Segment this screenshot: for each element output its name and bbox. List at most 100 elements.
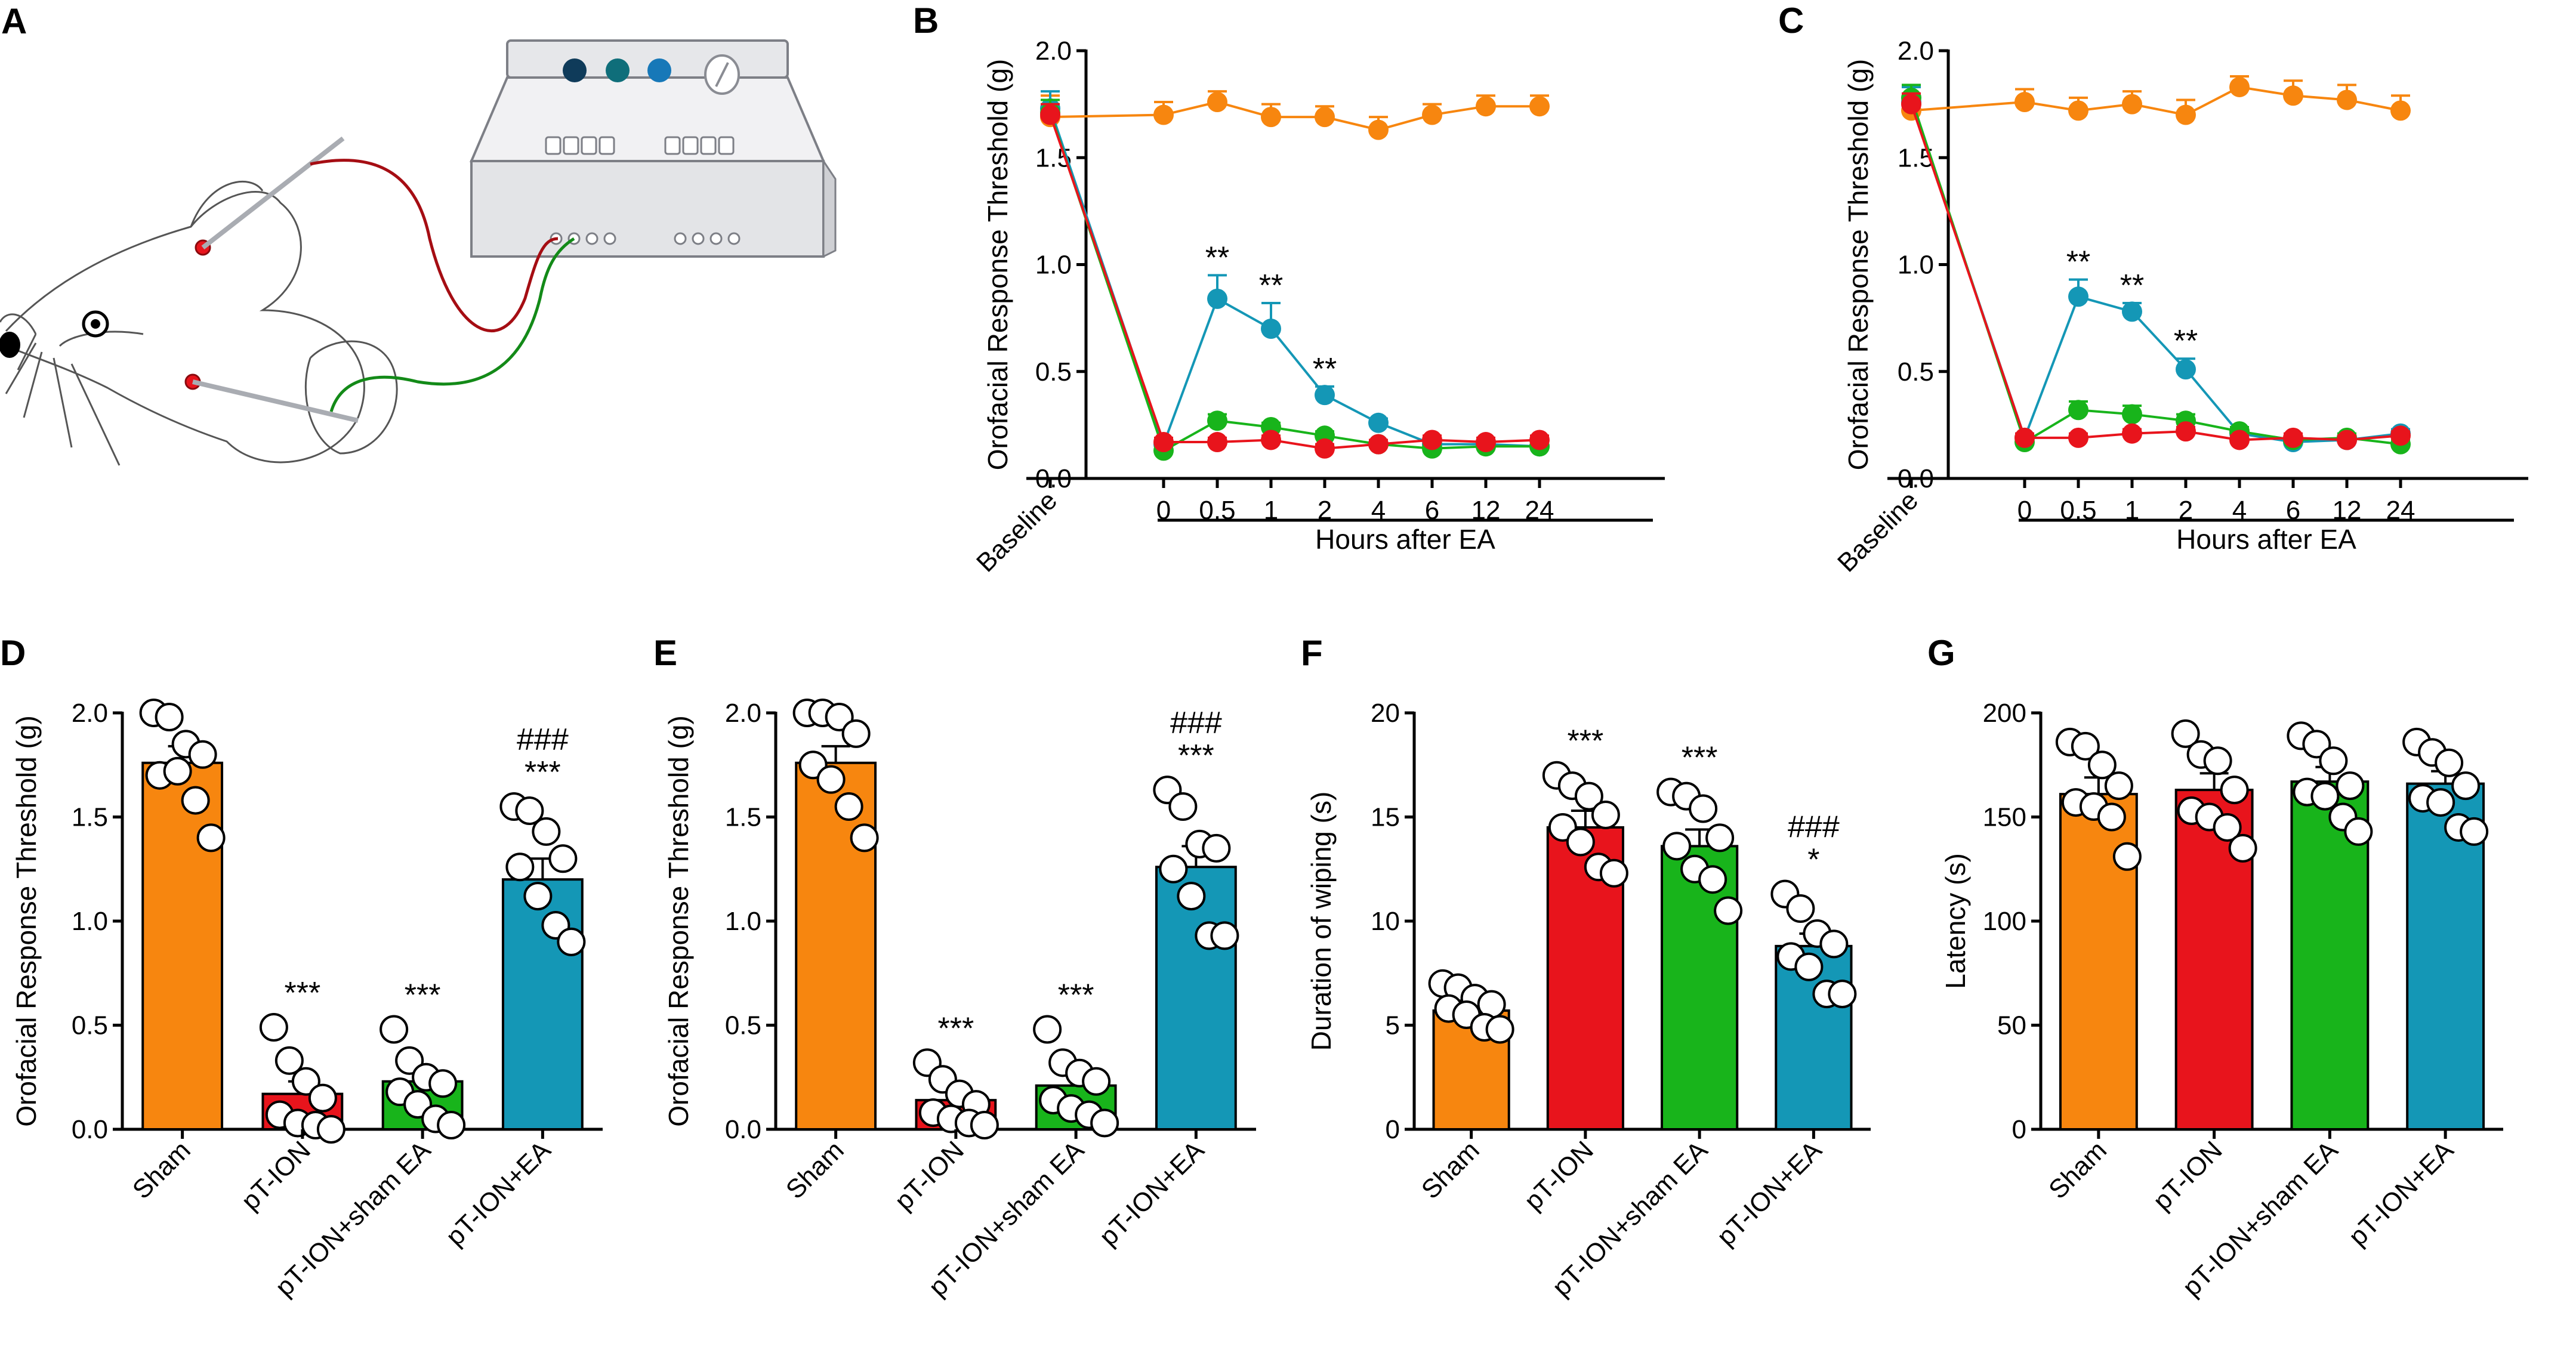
panel-d: D 0.0 0.5 1.0 1.5 2.0 Orofacial Response Thres… <box>0 633 603 1302</box>
y-tick-label: 0.5 <box>72 1011 108 1040</box>
individual-point <box>523 882 553 911</box>
x-tick-label: Sham <box>127 1135 196 1204</box>
y-axis-title: Orofacial Response Threshold (g) <box>11 715 42 1126</box>
panel-g: G 0 50 100 150 200 Latency (s) Sham pT-ION pT-ION… <box>1927 633 2503 1302</box>
y-tick-label: 5 <box>1386 1011 1400 1040</box>
individual-point <box>1599 858 1628 888</box>
x-tick-label: pT-ION <box>236 1135 316 1216</box>
data-point-green <box>2122 404 2142 425</box>
individual-point <box>2228 833 2257 863</box>
bar-teal <box>501 878 584 1130</box>
individual-point <box>834 792 863 821</box>
x-tick-label: Sham <box>780 1135 850 1204</box>
individual-point <box>2220 776 2249 805</box>
individual-point <box>1033 1015 1062 1044</box>
panel-e: E 0.0 0.5 1.0 1.5 2.0 Orofacial Response Thres… <box>653 633 1256 1302</box>
panel-letter-d: D <box>0 633 26 673</box>
individual-point <box>2319 746 2348 776</box>
x-tick-label: pT-ION <box>2148 1135 2228 1216</box>
data-point-teal <box>1207 288 1227 309</box>
data-point-red <box>1422 430 1442 450</box>
individual-point <box>850 823 879 852</box>
data-point-red <box>2068 427 2088 448</box>
significance-mark: ** <box>1313 352 1337 387</box>
individual-point <box>841 719 871 748</box>
significance-mark: ** <box>2120 268 2144 303</box>
data-point-orange <box>1261 107 1281 128</box>
individual-point <box>428 1069 458 1098</box>
individual-point <box>2213 813 2242 842</box>
individual-point <box>548 844 578 873</box>
series-line-red <box>1910 103 2401 441</box>
series-line-teal <box>1049 108 1540 448</box>
data-point-teal <box>1261 319 1281 339</box>
panel-letter-f: F <box>1301 633 1323 673</box>
data-point-red <box>2122 423 2142 444</box>
individual-point <box>2460 817 2489 846</box>
individual-point <box>274 1046 304 1075</box>
individual-point <box>1082 1067 1111 1096</box>
significance-mark: *** <box>1178 739 1214 773</box>
data-point-orange <box>2176 104 2196 125</box>
individual-point <box>1574 781 1603 811</box>
data-point-orange <box>1153 104 1174 125</box>
panel-letter-a: A <box>1 1 27 41</box>
panel-letter-g: G <box>1927 633 1955 673</box>
panel-f: F 0 5 10 15 20 Duration of wiping (s) Sham pT-IO… <box>1301 633 1871 1302</box>
y-tick-label: 100 <box>1983 907 2026 936</box>
significance-mark: ** <box>1205 240 1229 275</box>
y-tick-label: 1.0 <box>72 907 108 936</box>
individual-point <box>2112 842 2142 871</box>
charts-layer: B 0.0 0.5 1.0 1.5 2.0 Orofacial Response Thres… <box>0 1 2528 1302</box>
significance-mark: *** <box>285 976 321 1011</box>
series-line-red <box>1049 114 1540 450</box>
individual-point <box>1698 865 1727 894</box>
individual-point <box>1159 854 1188 884</box>
individual-point <box>1662 832 1692 861</box>
bar-teal <box>1155 866 1237 1130</box>
data-point-red <box>2283 427 2303 448</box>
x-axis-title: Hours after EA <box>2176 524 2356 555</box>
individual-point <box>2435 748 2464 777</box>
individual-point <box>2087 750 2117 780</box>
y-tick-label: 1.0 <box>1035 251 1072 280</box>
series-line-teal <box>1910 101 2401 444</box>
individual-point <box>2344 817 2373 846</box>
y-tick-label: 200 <box>1983 699 2026 728</box>
y-tick-label: 1.5 <box>72 803 108 832</box>
individual-point <box>2310 781 2340 811</box>
bar-orange <box>141 761 224 1130</box>
data-point-orange <box>1368 119 1389 140</box>
data-point-orange <box>2229 76 2250 97</box>
data-point-teal <box>2122 301 2142 322</box>
individual-point <box>1177 882 1206 911</box>
individual-point <box>532 817 561 846</box>
panel-letter-e: E <box>653 633 677 673</box>
individual-point <box>515 796 544 826</box>
individual-point <box>1202 833 1231 863</box>
y-tick-label: 1.0 <box>725 907 761 936</box>
series-line-orange <box>1911 85 2401 116</box>
significance-mark: *** <box>525 755 561 790</box>
x-axis-title: Hours after EA <box>1315 524 1495 555</box>
panel-letter-b: B <box>913 1 939 41</box>
individual-point <box>1819 929 1849 959</box>
significance-mark: *** <box>1568 724 1604 759</box>
data-point-orange <box>2014 92 2035 113</box>
y-tick-label: 0.0 <box>72 1115 108 1144</box>
x-tick-label: pT-ION+EA <box>2343 1135 2460 1252</box>
individual-point <box>196 823 226 852</box>
bar-green <box>1661 845 1739 1130</box>
y-tick-label: 2.0 <box>72 699 108 728</box>
needle-electrode-icon <box>192 136 359 423</box>
individual-point <box>1591 801 1620 830</box>
y-tick-label: 150 <box>1983 803 2026 832</box>
significance-mark: *** <box>405 978 441 1012</box>
x-tick-label: pT-ION+EA <box>1711 1135 1828 1252</box>
significance-mark: *** <box>1058 978 1094 1012</box>
y-tick-label: 1.0 <box>1898 251 1934 280</box>
individual-point <box>1485 1015 1514 1044</box>
data-point-orange <box>2122 94 2142 115</box>
